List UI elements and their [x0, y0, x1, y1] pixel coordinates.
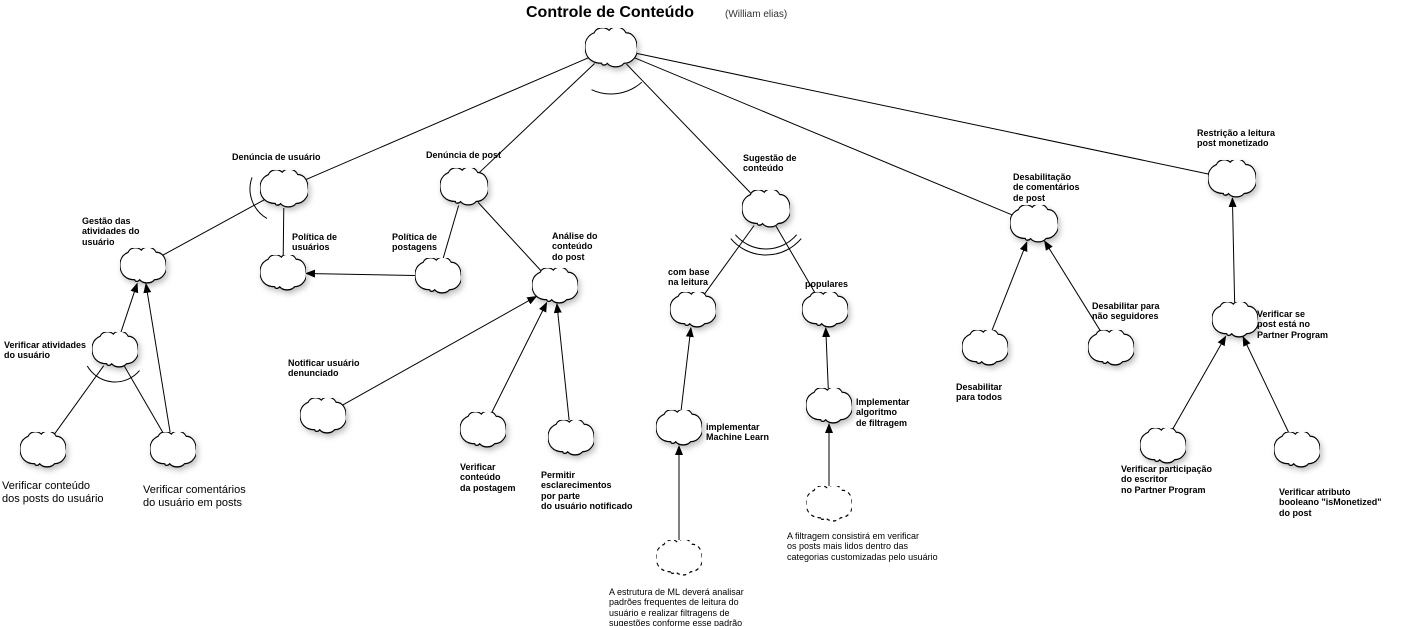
edge-verif_coment-gestao [146, 284, 170, 432]
cloud-verif_ativ [92, 332, 138, 373]
cloud-den_user [260, 170, 308, 213]
edge-root-sug [626, 64, 751, 194]
edge-verif_part-verif_pp [1172, 336, 1225, 429]
label-t_notif_user: Notificar usuário denunciado [288, 358, 360, 379]
edge-den_user-pol_user [283, 208, 284, 255]
edge-verif_pp-restr [1232, 198, 1234, 302]
label-t_verif_bool: Verificar atributo booleano "isMonetized… [1279, 487, 1382, 518]
cloud-desab_nseg [1088, 330, 1134, 371]
label-t_note_filt: A filtragem consistirá em verificar os p… [787, 531, 938, 562]
label-t_impl_ml: implementar Machine Learn [706, 422, 769, 443]
cloud-impl_ml [656, 410, 702, 451]
edge-pol_post-pol_user [306, 273, 415, 275]
label-t_verif_ativ: Verificar atividades do usuário [4, 340, 86, 361]
cloud-verif_postc [460, 412, 506, 453]
label-t_base_leit: com base na leitura [668, 267, 710, 288]
cloud-pol_post [415, 258, 461, 299]
cloud-note_filt [806, 486, 852, 527]
label-t_restr: Restrição a leitura post monetizado [1197, 128, 1275, 149]
cloud-desab_com [1010, 205, 1058, 248]
edge-permitir-analise [557, 304, 569, 420]
cloud-analise [532, 268, 578, 309]
edge-verif_conteudo-verif_ativ [54, 366, 103, 435]
label-t_desab_nseg: Desabilitar para não seguidores [1092, 301, 1160, 322]
edge-impl_ml-base_leit [681, 328, 691, 410]
cloud-verif_pp [1212, 302, 1258, 343]
cloud-pol_user [260, 255, 306, 296]
label-t_pol_user: Política de usuários [292, 232, 337, 253]
cloud-sug [742, 190, 790, 233]
arc-sug [731, 239, 801, 255]
edge-den_post-pol_post [443, 206, 458, 259]
label-t_permitir: Permitir esclarecimentos por parte do us… [541, 470, 633, 511]
edge-den_post-analise [478, 202, 541, 271]
cloud-gestao [120, 248, 166, 289]
cloud-notif_user [300, 398, 346, 439]
cloud-verif_coment [150, 432, 196, 473]
label-t_verif_pp: Verificar se post está no Partner Progra… [1257, 309, 1328, 340]
cloud-verif_part [1140, 428, 1186, 469]
label-t_verif_com: Verificar comentários do usuário em post… [143, 484, 246, 509]
edge-verif_bool-verif_pp [1243, 337, 1289, 433]
cloud-verif_bool [1274, 432, 1320, 473]
edge-sug-base_leit [704, 225, 754, 294]
label-t_populares: populares [805, 279, 848, 289]
edge-verif_ativ-gestao [121, 283, 137, 332]
label-t_analise: Análise do conteúdo do post [552, 231, 598, 262]
label-t_gestao: Gestão das atividades do usuário [82, 216, 140, 247]
label-t_verif_pc: Verificar conteúdo da postagem [460, 462, 516, 493]
label-t_note_ml: A estrutura de ML deverá analisar padrõe… [609, 587, 744, 626]
cloud-desab_todos [962, 330, 1008, 371]
cloud-impl_filt [806, 388, 852, 429]
cloud-root [585, 28, 637, 73]
label-t_pol_post: Política de postagens [392, 232, 437, 253]
label-t_verif_cont: Verificar conteúdo dos posts do usuário [2, 480, 104, 505]
edge-desab_todos-desab_com [992, 242, 1027, 331]
edge-root-desab_com [634, 58, 1013, 216]
label-t_desab_com: Desabilitação de comentários de post [1013, 172, 1080, 203]
arc-root [592, 82, 642, 94]
title-main: Controle de Conteúdo [526, 4, 694, 22]
title-author: (William elias) [725, 9, 787, 21]
arc-sug [735, 235, 796, 249]
edge-verif_coment-verif_ativ [125, 366, 164, 433]
label-t_desab_todos: Desabilitar para todos [956, 382, 1002, 403]
edge-root-restr [636, 53, 1209, 174]
cloud-populares [802, 292, 848, 333]
cloud-den_post [440, 168, 488, 211]
diagram-canvas: Controle de Conteúdo (William elias) [0, 0, 1421, 626]
cloud-permitir [548, 420, 594, 461]
label-t_den_user: Denúncia de usuário [232, 152, 321, 162]
edge-notif_user-analise [342, 296, 537, 405]
label-t_sug: Sugestão de conteúdo [743, 153, 797, 174]
label-t_den_post: Denúncia de post [426, 150, 501, 160]
edge-verif_postc-analise [491, 303, 546, 413]
edge-root-den_user [305, 58, 588, 180]
edge-impl_filt-populares [826, 328, 829, 388]
cloud-verif_conteudo [20, 432, 66, 473]
cloud-note_ml [656, 540, 702, 581]
edge-den_user-gestao [162, 200, 264, 256]
cloud-base_leit [670, 292, 716, 333]
label-t_impl_filt: Implementar algoritmo de filtragem [856, 397, 910, 428]
cloud-restr [1208, 160, 1256, 203]
label-t_verif_part: Verificar participação do escritor no Pa… [1121, 464, 1212, 495]
